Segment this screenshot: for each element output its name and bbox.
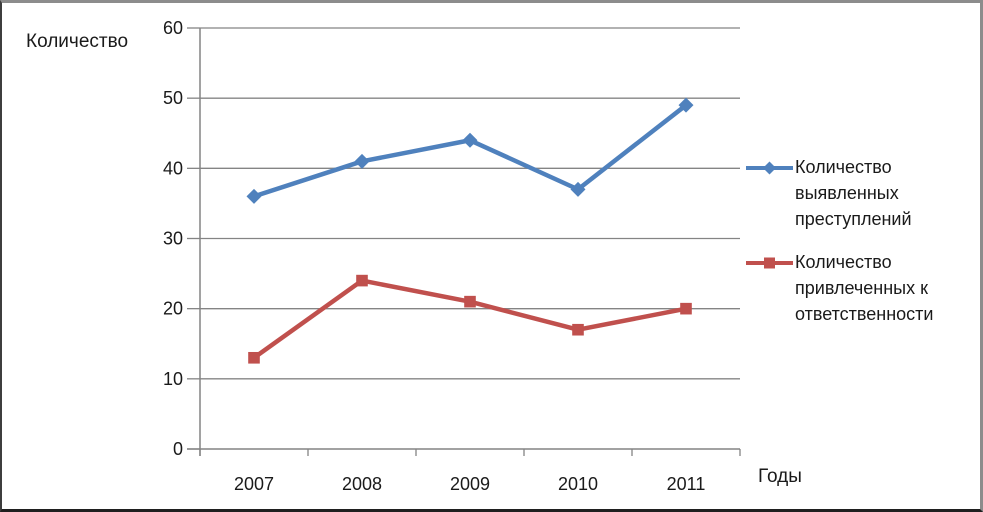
diamond-marker <box>678 97 694 113</box>
legend-diamond-marker-icon <box>746 161 793 175</box>
y-axis-title: Количество <box>26 31 129 52</box>
diamond-marker <box>246 188 262 204</box>
series-line-square <box>252 278 687 360</box>
x-tick-label: 2010 <box>558 474 598 494</box>
diamond-marker <box>462 132 478 148</box>
y-tick-label: 50 <box>163 88 183 108</box>
y-tick-label: 40 <box>163 158 183 178</box>
x-tick-label: 2007 <box>234 474 274 494</box>
legend-square-marker-icon <box>746 257 793 269</box>
y-tick-label: 20 <box>163 299 183 319</box>
diamond-marker <box>570 181 586 197</box>
square-marker <box>248 351 260 364</box>
diamond-marker <box>354 153 370 169</box>
x-tick-label: 2008 <box>342 474 382 494</box>
legend-item: Количество привлеченных к ответственност… <box>746 249 961 327</box>
legend-label: Количество привлеченных к ответственност… <box>795 252 934 324</box>
x-tick-label: 2011 <box>667 474 706 494</box>
x-axis-title: Годы <box>758 466 802 487</box>
square-marker <box>680 302 692 315</box>
series-line-diamond <box>253 103 688 199</box>
legend-item: Количество выявленных преступлений <box>746 154 961 232</box>
x-tick-label: 2009 <box>450 474 490 494</box>
y-tick-label: 60 <box>163 18 183 38</box>
square-marker <box>356 274 368 287</box>
y-tick-label: 30 <box>163 229 183 249</box>
y-tick-label: 0 <box>173 439 183 459</box>
line-chart: 0 10 20 30 40 50 60 2007 2008 2009 2010 2011 <box>163 18 741 494</box>
chart-legend: Количество выявленных преступлений Количе… <box>746 154 961 327</box>
square-marker <box>464 295 476 308</box>
square-marker <box>572 323 584 336</box>
y-tick-label: 10 <box>163 369 183 389</box>
legend-label: Количество выявленных преступлений <box>795 157 912 229</box>
